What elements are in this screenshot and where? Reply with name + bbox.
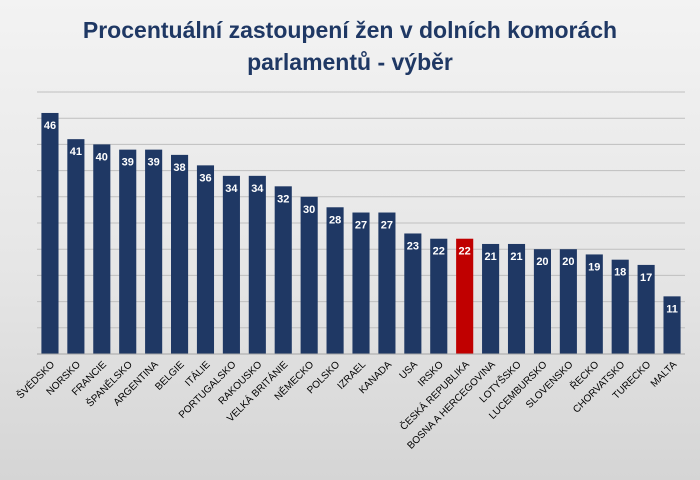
category-label: MALTA	[649, 359, 680, 390]
chart-title: Procentuální zastoupení žen v dolních ko…	[82, 17, 618, 75]
value-label: 11	[666, 303, 678, 315]
value-label: 41	[70, 146, 82, 158]
category-label: USA	[398, 359, 421, 382]
value-label: 20	[562, 256, 574, 268]
bar	[637, 264, 655, 354]
bar	[533, 249, 551, 354]
value-label: 46	[44, 120, 56, 132]
value-label: 27	[355, 220, 367, 232]
bar	[222, 175, 240, 354]
bar	[67, 139, 85, 354]
category-labels: ŠVÉDSKONORSKOFRANCIEŠPANĚLSKOARGENTINABE…	[14, 358, 680, 452]
bar	[326, 207, 344, 354]
value-label: 22	[433, 246, 445, 258]
value-label: 22	[459, 246, 471, 258]
value-label: 27	[381, 220, 393, 232]
bar	[559, 249, 577, 354]
value-label: 28	[329, 214, 341, 226]
value-label: 40	[96, 151, 108, 163]
value-label: 21	[510, 251, 522, 263]
value-label: 34	[225, 183, 238, 195]
bar	[248, 175, 266, 354]
value-label: 19	[588, 261, 600, 273]
bar	[93, 144, 111, 354]
bar	[378, 212, 396, 354]
bar	[352, 212, 370, 354]
bar	[663, 296, 681, 354]
value-label: 17	[640, 272, 652, 284]
bar	[482, 243, 500, 354]
bar	[611, 259, 629, 354]
bar	[274, 186, 292, 354]
value-label: 30	[303, 204, 315, 216]
value-label: 20	[536, 256, 548, 268]
value-label: 32	[277, 193, 289, 205]
value-label: 38	[173, 162, 185, 174]
bar	[456, 238, 474, 354]
value-label: 21	[484, 251, 496, 263]
value-label: 39	[148, 157, 160, 169]
value-label: 23	[407, 240, 419, 252]
bar	[41, 112, 59, 355]
bars	[41, 112, 681, 355]
bar	[171, 154, 189, 354]
value-label: 36	[199, 172, 211, 184]
value-label: 18	[614, 267, 626, 279]
bar	[430, 238, 448, 354]
bar	[145, 149, 163, 354]
category-label: BELGIE	[153, 359, 187, 393]
bar	[119, 149, 137, 354]
bar	[507, 243, 526, 354]
bar	[300, 196, 318, 354]
bar	[404, 233, 422, 354]
value-label: 34	[251, 183, 264, 195]
bar	[196, 165, 215, 354]
value-label: 39	[122, 157, 134, 169]
bar	[585, 254, 603, 354]
value-labels: 46 41 40 39 39 38 36 34 34 32 30 28 27 27 23 22 22 21 21 20…	[44, 120, 678, 315]
